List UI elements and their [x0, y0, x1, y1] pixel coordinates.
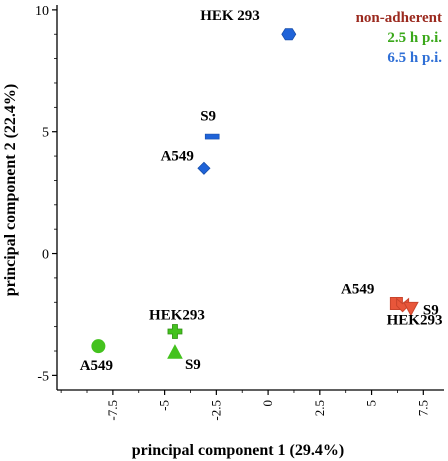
point-label: HEK 293 [200, 8, 260, 24]
x-axis-title: principal component 1 (29.4%) [132, 442, 344, 459]
legend: non-adherent 2.5 h p.i. 6.5 h p.i. [356, 10, 443, 66]
axes [52, 5, 444, 395]
point-label: S9 [423, 302, 439, 318]
data-points [91, 28, 419, 359]
y-tick-label: -5 [37, 369, 49, 384]
x-tick-label: -2.5 [208, 400, 223, 421]
circle-marker [91, 339, 106, 354]
y-tick-label: 0 [42, 248, 49, 263]
point-label: A549 [161, 148, 194, 164]
x-tick-label: 0 [260, 400, 275, 407]
point-label: S9 [185, 357, 201, 373]
x-tick-label: -5 [157, 400, 172, 411]
x-tick-label: 7.5 [415, 400, 430, 416]
diamond-marker [197, 161, 211, 175]
legend-entry: 6.5 h p.i. [387, 50, 442, 66]
point-label: A549 [341, 281, 374, 297]
point-label: HEK293 [387, 313, 443, 329]
legend-entry: non-adherent [356, 10, 442, 26]
hexagon-marker [281, 28, 297, 41]
point-label: A549 [80, 358, 113, 374]
point-label: S9 [200, 109, 216, 125]
legend-entry: 2.5 h p.i. [387, 30, 442, 46]
dash-marker [204, 133, 220, 140]
x-tick-label: 2.5 [312, 400, 327, 416]
tick-labels: -5 0 5 10 -7.5 -5 -2.5 0 2.5 5 7.5 [35, 4, 430, 421]
point-label: HEK293 [149, 308, 205, 324]
x-tick-label: -7.5 [105, 400, 120, 421]
x-tick-label: 5 [364, 400, 379, 407]
triangle-down-marker [403, 301, 419, 317]
y-axis-title: principal component 2 (22.4%) [2, 84, 19, 296]
y-tick-label: 5 [42, 126, 49, 141]
triangle-marker [167, 344, 183, 359]
y-tick-label: 10 [35, 4, 49, 19]
plus-marker [167, 324, 183, 339]
